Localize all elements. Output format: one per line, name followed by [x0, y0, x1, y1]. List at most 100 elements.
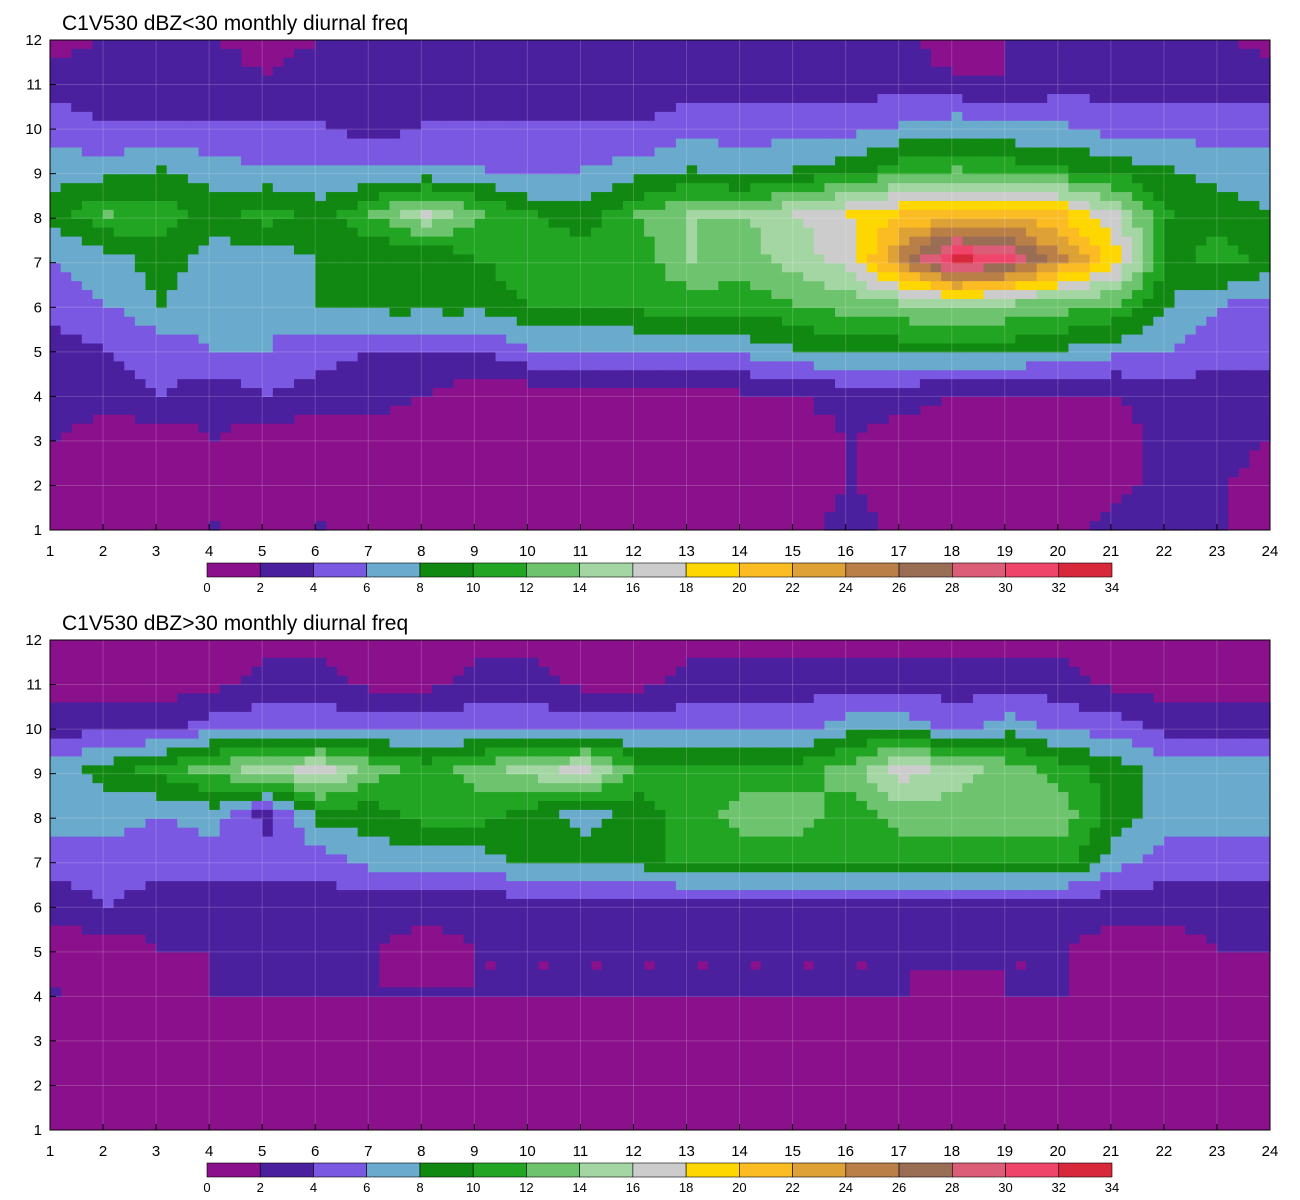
contour-cell	[463, 369, 475, 380]
contour-cell	[1185, 227, 1197, 237]
contour-cell	[1121, 227, 1133, 237]
contour-cell	[569, 218, 582, 228]
contour-cell	[983, 280, 995, 291]
contour-cell	[1185, 440, 1197, 451]
contour-cell	[209, 182, 221, 193]
contour-cell	[410, 40, 422, 50]
contour-cell	[240, 84, 253, 95]
contour-cell	[60, 369, 72, 380]
contour-cell	[421, 138, 433, 148]
contour-cell	[909, 289, 921, 299]
contour-cell	[336, 325, 348, 335]
contour-cell	[1047, 342, 1059, 353]
contour-cell	[813, 396, 826, 406]
contour-cell	[304, 93, 316, 103]
contour-cell	[1248, 325, 1260, 335]
contour-cell	[1185, 155, 1197, 166]
contour-cell	[654, 200, 666, 210]
contour-cell	[283, 307, 295, 317]
contour-cell	[81, 360, 94, 371]
contour-cell	[972, 111, 985, 121]
contour-cell	[113, 93, 125, 103]
contour-cell	[591, 378, 603, 389]
contour-cell	[750, 271, 762, 282]
contour-cell	[1206, 182, 1218, 193]
contour-cell	[1004, 182, 1016, 193]
contour-cell	[251, 298, 263, 308]
contour-cell	[1004, 57, 1016, 68]
contour-cell	[877, 146, 889, 157]
contour-cell	[209, 236, 221, 246]
contour-cell	[771, 253, 783, 264]
contour-cell	[272, 102, 284, 112]
contour-cell	[209, 387, 221, 397]
contour-cell	[930, 191, 942, 201]
contour-cell	[1259, 146, 1271, 157]
contour-cell	[1185, 432, 1197, 442]
contour-cell	[410, 120, 422, 130]
contour-cell	[591, 280, 603, 291]
contour-cell	[569, 351, 582, 362]
contour-cell	[1089, 521, 1101, 531]
contour-cell	[1036, 360, 1048, 371]
contour-cell	[1185, 387, 1197, 397]
contour-cell	[527, 182, 539, 193]
contour-cell	[1068, 253, 1080, 264]
contour-cell	[633, 378, 645, 389]
contour-cell	[315, 93, 327, 103]
contour-cell	[1110, 57, 1123, 68]
contour-cell	[1227, 334, 1239, 344]
contour-cell	[1185, 334, 1197, 344]
contour-cell	[113, 57, 125, 68]
contour-cell	[251, 396, 263, 406]
contour-cell	[262, 325, 274, 335]
contour-cell	[856, 138, 868, 148]
contour-cell	[771, 298, 783, 308]
contour-cell	[845, 111, 857, 121]
colorbar-label: 30	[998, 580, 1012, 595]
contour-cell	[792, 253, 804, 264]
contour-cell	[251, 102, 263, 112]
contour-cell	[866, 360, 879, 371]
contour-cell	[591, 75, 603, 86]
contour-cell	[1195, 405, 1207, 415]
contour-cell	[219, 351, 231, 362]
contour-cell	[177, 378, 189, 389]
contour-cell	[888, 146, 900, 157]
contour-cell	[1026, 289, 1038, 299]
contour-cell	[888, 307, 900, 317]
contour-cell	[389, 120, 401, 130]
contour-cell	[782, 227, 794, 237]
contour-cell	[941, 209, 953, 219]
contour-cell	[941, 129, 953, 139]
contour-cell	[145, 325, 157, 335]
contour-cell	[686, 351, 698, 362]
contour-cell	[1227, 236, 1239, 246]
contour-cell	[612, 342, 624, 353]
contour-cell	[601, 66, 613, 77]
contour-cell	[71, 405, 83, 415]
contour-cell	[1036, 146, 1048, 157]
contour-cell	[718, 342, 730, 353]
contour-cell	[622, 227, 635, 237]
contour-cell	[675, 236, 688, 246]
contour-cell	[845, 521, 857, 531]
contour-cell	[813, 289, 826, 299]
contour-cell	[760, 253, 772, 264]
contour-cell	[1259, 173, 1271, 184]
contour-cell	[410, 84, 422, 95]
colorbar-swatch	[898, 562, 953, 578]
contour-cell	[1227, 93, 1239, 103]
contour-cell	[1079, 271, 1091, 282]
contour-cell	[824, 66, 836, 77]
contour-cell	[495, 236, 507, 246]
contour-cell	[718, 253, 730, 264]
contour-cell	[1110, 84, 1123, 95]
contour-cell	[1142, 182, 1154, 193]
contour-cell	[686, 155, 698, 166]
contour-cell	[782, 334, 794, 344]
contour-cell	[262, 316, 274, 326]
contour-cell	[612, 298, 624, 308]
contour-cell	[209, 93, 221, 103]
contour-cell	[357, 182, 369, 193]
